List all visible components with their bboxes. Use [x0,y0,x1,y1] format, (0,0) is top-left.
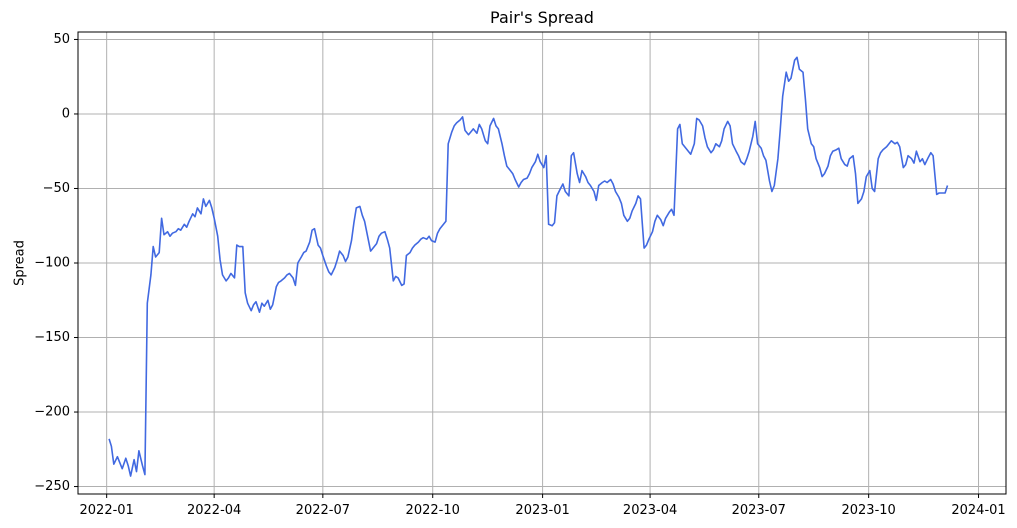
y-tick-label: −100 [34,256,70,271]
x-tick-label: 2024-01 [951,503,1005,518]
y-tick-label: 50 [53,32,70,47]
y-axis-ticks: 50 0 −50 −100 −150 −200 −250 [34,32,78,494]
x-tick-label: 2023-04 [623,503,677,518]
x-tick-label: 2022-04 [187,503,241,518]
x-axis-ticks: 2022-01 2022-04 2022-07 2022-10 2023-01 2023-… [80,494,1006,518]
x-tick-label: 2023-07 [732,503,786,518]
x-tick-label: 2022-01 [80,503,134,518]
y-tick-label: 0 [62,106,70,121]
spread-series-line [108,56,949,477]
y-tick-label: −50 [43,181,70,196]
plot-frame [77,31,1007,495]
x-tick-label: 2023-01 [515,503,569,518]
x-tick-label: 2023-10 [841,503,895,518]
grid [78,32,1006,494]
x-tick-label: 2022-07 [296,503,350,518]
y-axis-label: Spread [13,240,28,286]
y-tick-label: −200 [34,405,70,420]
chart-title: Pair's Spread [490,8,594,27]
x-tick-label: 2022-10 [406,503,460,518]
y-tick-label: −150 [34,330,70,345]
y-tick-label: −250 [34,479,70,494]
